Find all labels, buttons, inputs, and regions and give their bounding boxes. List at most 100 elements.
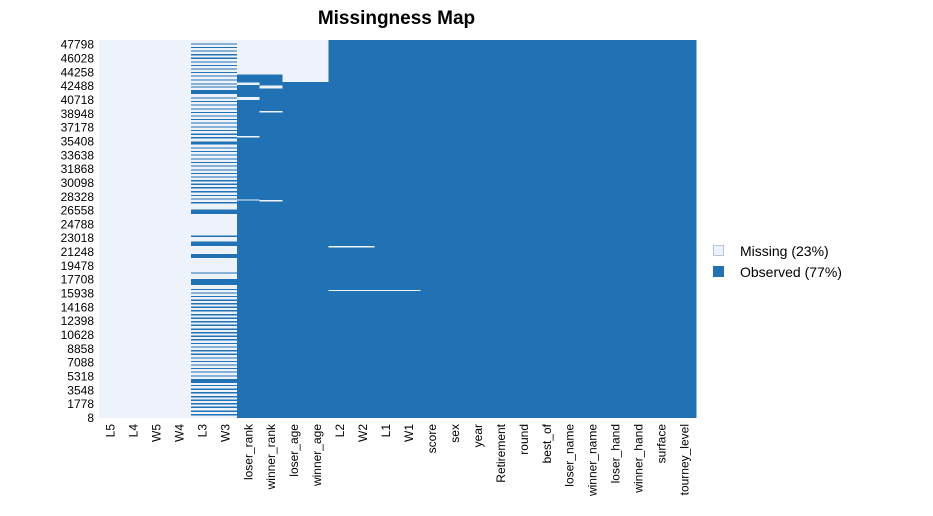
- cell-observed-winner_hand: [627, 40, 651, 418]
- cell-missing-winner_rank-1: [259, 85, 284, 89]
- cell-observed-W3-66: [213, 350, 238, 352]
- cell-observed-L3-51: [190, 295, 215, 297]
- y-tick-label: 14168: [61, 300, 95, 314]
- cell-observed-W3-27: [213, 147, 238, 149]
- cell-observed-L3-48: [190, 278, 215, 286]
- cell-observed-W3-9: [213, 75, 238, 77]
- y-tick-label: 17708: [61, 273, 95, 287]
- y-tick-label: 8858: [67, 342, 94, 356]
- x-tick-label: winner_name: [586, 424, 600, 497]
- cell-observed-W3-6: [213, 64, 238, 67]
- cell-observed-W3-77: [213, 392, 238, 394]
- cell-missing-loser_rank-1: [236, 82, 261, 85]
- cell-observed-W3-0: [213, 43, 238, 45]
- cell-observed-L3-40: [190, 195, 215, 197]
- cell-observed-L3-52: [190, 299, 215, 301]
- x-tick-label: W5: [149, 424, 163, 442]
- cell-observed-L3-72: [190, 371, 215, 373]
- x-tick-label: loser_hand: [609, 424, 623, 483]
- cell-observed-L3-32: [190, 165, 215, 167]
- cell-observed-W3-10: [213, 79, 238, 81]
- cell-observed-L3-65: [190, 346, 215, 348]
- cell-missing-L2-0: [328, 246, 353, 248]
- x-tick-label: loser_name: [563, 424, 577, 487]
- cell-observed-W3-35: [213, 176, 238, 178]
- cell-missing-L2-1: [328, 289, 353, 292]
- y-tick-label: 35408: [61, 134, 95, 148]
- x-tick-label: winner_rank: [264, 423, 278, 490]
- cell-observed-L3-57: [190, 317, 215, 319]
- cell-observed-L3-55: [190, 310, 215, 312]
- legend-label-missing: Missing (23%): [740, 242, 829, 259]
- cell-observed-W3-62: [213, 335, 238, 337]
- cell-observed-W3-7: [213, 68, 238, 70]
- legend-swatch-observed: [713, 266, 724, 277]
- cell-observed-W3-12: [213, 86, 238, 88]
- cell-observed-W3-78: [213, 396, 238, 398]
- cell-observed-W3-75: [213, 384, 238, 387]
- cell-observed-L3-39: [190, 191, 215, 193]
- cell-observed-W3-30: [213, 158, 238, 160]
- cell-observed-tourney_level: [673, 40, 697, 418]
- cell-observed-L3-31: [190, 161, 215, 164]
- cell-observed-W3-58: [213, 321, 238, 323]
- cell-observed-L3-76: [190, 388, 215, 390]
- x-tick-label: sex: [448, 424, 462, 443]
- cell-observed-W3-50: [213, 292, 238, 294]
- cell-observed-W3-19: [213, 115, 238, 117]
- cell-observed-W3-20: [213, 118, 238, 121]
- cell-observed-winner_age: [305, 40, 330, 418]
- cell-observed-L3-49: [190, 288, 215, 290]
- cell-observed-W3-68: [213, 357, 238, 359]
- cell-observed-L3-15: [190, 100, 215, 103]
- cell-observed-L3-46: [190, 253, 215, 258]
- legend-label-observed: Observed (77%): [740, 263, 842, 280]
- cell-observed-L3-47: [190, 272, 215, 274]
- cell-observed-L3-12: [190, 86, 215, 88]
- cell-observed-winner_name: [581, 40, 605, 418]
- cell-observed-score: [420, 40, 444, 418]
- cell-observed-W3-3: [213, 54, 238, 56]
- y-tick-labels: 4779846028442584248840718389483717835408…: [61, 38, 95, 425]
- cell-observed-L3-67: [190, 353, 215, 355]
- cell-observed-W3-46: [213, 253, 238, 258]
- y-tick-label: 3548: [67, 383, 94, 397]
- cell-observed-W3-34: [213, 172, 238, 174]
- cell-observed-L3-22: [190, 126, 215, 128]
- y-tick-label: 37178: [61, 121, 95, 135]
- cell-observed-W3-72: [213, 371, 238, 373]
- cell-observed-W3-61: [213, 332, 238, 334]
- cell-observed-L3-7: [190, 68, 215, 70]
- cell-observed-W3-4: [213, 57, 238, 59]
- cell-observed-winner_rank: [259, 40, 284, 418]
- cell-observed-L3-37: [190, 183, 215, 185]
- cell-observed-L3-5: [190, 61, 215, 63]
- cell-observed-L3-80: [190, 403, 215, 405]
- cell-observed-L3-1: [190, 47, 215, 49]
- cell-observed-W3-14: [213, 97, 238, 99]
- cell-observed-L3-9: [190, 75, 215, 77]
- cell-observed-surface: [650, 40, 674, 418]
- cell-observed-L3-14: [190, 97, 215, 99]
- cell-observed-W3-44: [213, 235, 238, 237]
- cell-observed-W3-63: [213, 339, 238, 341]
- x-tick-label: L1: [379, 424, 393, 438]
- cell-observed-Retirement: [489, 40, 513, 418]
- cell-observed-L3-17: [190, 108, 215, 110]
- cell-observed-L3-19: [190, 115, 215, 117]
- cell-observed-L3-54: [190, 306, 215, 308]
- cell-observed-L2: [328, 40, 353, 418]
- cell-missing-W5: [144, 40, 169, 418]
- cell-observed-W2: [351, 40, 376, 418]
- cell-observed-L3-16: [190, 104, 215, 106]
- x-tick-label: Retirement: [494, 423, 508, 482]
- cell-observed-W3-2: [213, 50, 238, 52]
- cell-observed-W3-51: [213, 295, 238, 297]
- cell-observed-L3-83: [190, 414, 215, 416]
- y-tick-label: 1778: [67, 397, 94, 411]
- cell-observed-W3-37: [213, 183, 238, 185]
- cell-observed-W3-79: [213, 399, 238, 401]
- cell-observed-W3-53: [213, 303, 238, 305]
- cell-observed-W3-16: [213, 104, 238, 106]
- cell-observed-L3-59: [190, 324, 215, 326]
